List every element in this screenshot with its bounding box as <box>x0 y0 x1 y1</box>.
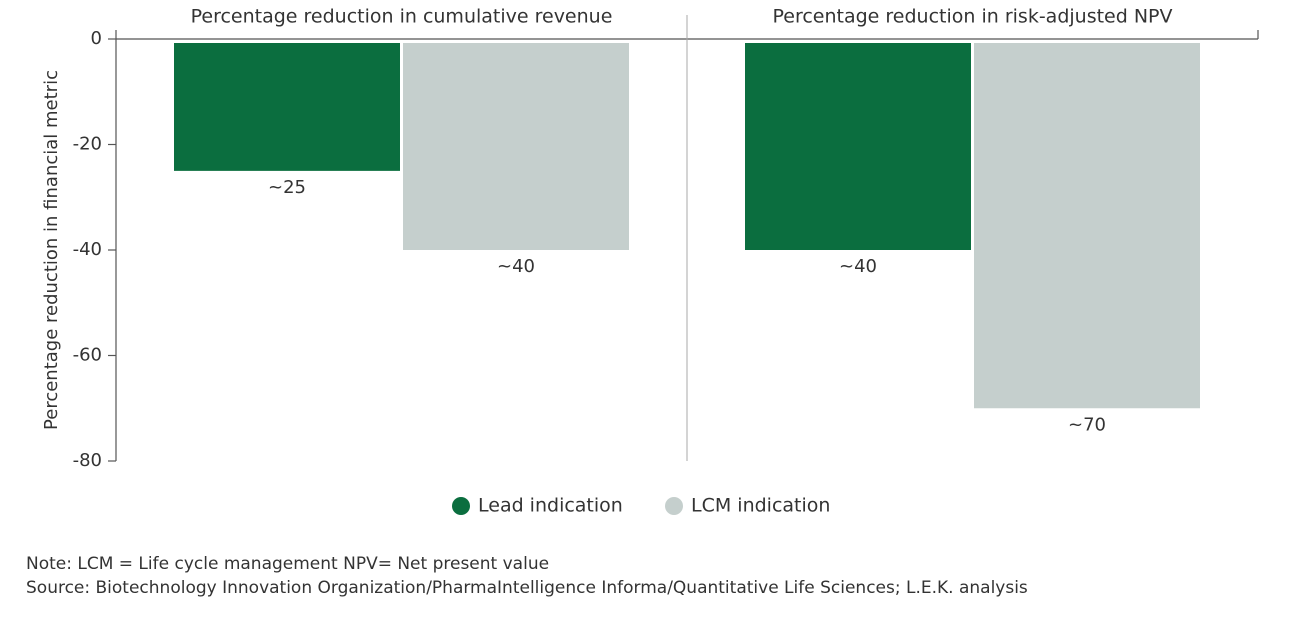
bar <box>974 43 1200 409</box>
legend-marker <box>665 497 683 515</box>
note: Note: LCM = Life cycle management NPV= N… <box>26 554 549 574</box>
y-tick-label: -40 <box>73 239 102 260</box>
legend-label: Lead indication <box>478 495 623 517</box>
y-tick-label: -60 <box>73 345 102 366</box>
value-label: ~40 <box>839 256 877 277</box>
y-tick-label: 0 <box>91 28 102 49</box>
bar <box>174 43 400 171</box>
value-label: ~25 <box>268 177 306 198</box>
legend-marker <box>452 497 470 515</box>
source: Source: Biotechnology Innovation Organiz… <box>26 578 1028 598</box>
category-label: Percentage reduction in risk-adjusted NP… <box>772 6 1172 28</box>
bar <box>745 43 971 250</box>
category-label: Percentage reduction in cumulative reven… <box>191 6 613 28</box>
value-label: ~40 <box>497 256 535 277</box>
legend-label: LCM indication <box>691 495 830 517</box>
y-tick-label: -80 <box>73 450 102 471</box>
y-tick-label: -20 <box>73 134 102 155</box>
y-axis-label: Percentage reduction in financial metric <box>41 70 62 430</box>
bar <box>403 43 629 250</box>
value-label: ~70 <box>1068 414 1106 435</box>
